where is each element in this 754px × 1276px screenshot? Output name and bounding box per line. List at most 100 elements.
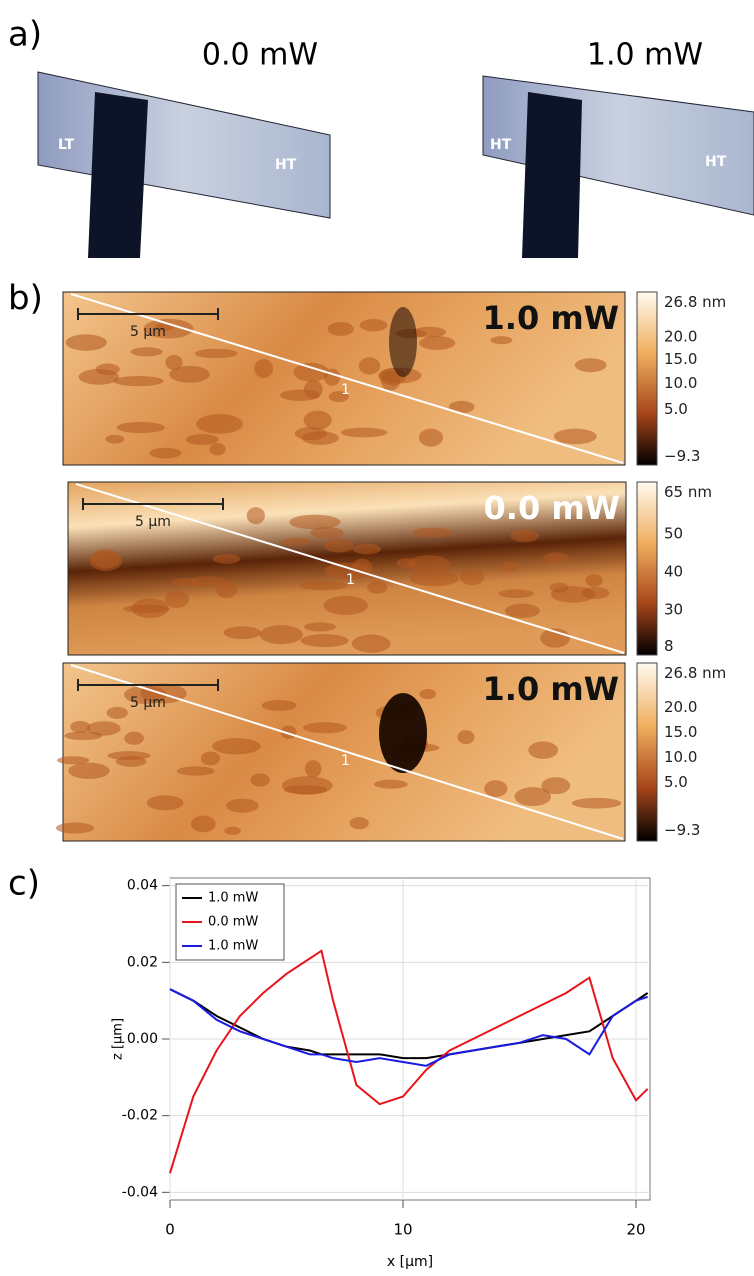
domain [510, 529, 539, 543]
y-tick-label: -0.04 [122, 1184, 158, 1200]
domain [164, 591, 190, 608]
domain [106, 706, 128, 719]
domain [407, 555, 451, 573]
domain [380, 370, 401, 391]
colorbar-label: 15.0 [664, 723, 697, 741]
domain [130, 347, 163, 357]
domain [498, 589, 534, 599]
colorbar-label: 5.0 [664, 400, 688, 418]
colorbar-label: −9.3 [664, 447, 700, 465]
y-axis-label: z [µm] [111, 1018, 126, 1060]
series-line [169, 988, 648, 1067]
x-tick-label: 10 [393, 1221, 412, 1239]
domain [324, 562, 373, 580]
domain [212, 738, 261, 755]
domain [124, 731, 144, 745]
domain [367, 581, 388, 594]
domain [259, 625, 303, 645]
y-tick-label: 0.00 [127, 1031, 158, 1047]
colorbar-label: 40 [664, 562, 683, 580]
domain [91, 548, 120, 569]
domain [149, 447, 182, 459]
region-label: HT [705, 154, 727, 170]
x-axis-label: x [µm] [387, 1254, 433, 1270]
domain [55, 822, 95, 834]
domain [484, 780, 508, 798]
line-label: 1 [341, 753, 350, 769]
domain [553, 428, 597, 445]
x-tick-label: 0 [165, 1221, 175, 1239]
colorbar-label: 10.0 [664, 374, 697, 392]
profile-line [70, 293, 624, 464]
legend-label: 1.0 mW [208, 891, 258, 906]
domain [95, 363, 120, 376]
domain [68, 762, 110, 779]
domain [105, 434, 125, 444]
domain [418, 428, 444, 447]
power-label: 1.0 mW [587, 38, 703, 73]
domain [328, 391, 349, 403]
legend-label: 0.0 mW [208, 915, 258, 930]
domain [107, 751, 151, 760]
domain [459, 569, 485, 586]
optical-image [37, 71, 331, 219]
domain [224, 826, 241, 835]
domain [56, 756, 90, 765]
domain [190, 576, 227, 587]
region-label: HT [490, 137, 512, 153]
colorbar [636, 481, 658, 656]
domain [585, 574, 603, 587]
series-line [169, 949, 649, 1174]
colorbar-label: 30 [664, 601, 683, 619]
domain [304, 622, 336, 632]
domain [581, 587, 610, 600]
power-label: 1.0 mW [483, 299, 619, 337]
power-label: 1.0 mW [483, 670, 619, 708]
domain [571, 797, 622, 809]
domain [419, 688, 437, 700]
legend-label: 1.0 mW [208, 939, 258, 954]
domain [86, 721, 121, 736]
domain [300, 634, 349, 648]
domain [293, 362, 329, 382]
domain [574, 358, 607, 373]
colorbar-label: 26.8 nm [664, 293, 726, 311]
x-tick-label: 20 [626, 1221, 645, 1239]
domain [124, 685, 167, 704]
domain [176, 766, 215, 776]
domain [541, 777, 571, 795]
panel-label: a) [8, 15, 42, 55]
domain [113, 375, 164, 387]
colorbar-label: 65 nm [664, 483, 712, 501]
domain [349, 817, 369, 830]
panel-a: a) 0.0 mW 1.0 mW LT HT HT HT [8, 15, 754, 258]
domain [374, 779, 408, 789]
domain [283, 785, 328, 795]
domain [323, 538, 355, 553]
y-tick-label: 0.02 [127, 954, 158, 970]
dark-spot [389, 307, 417, 377]
colorbar [636, 662, 658, 842]
domain [490, 336, 513, 345]
scale-bar-label: 5 µm [130, 695, 166, 711]
colorbar-label: 10.0 [664, 748, 697, 766]
domain [226, 798, 259, 813]
domain [500, 561, 520, 573]
power-label: 0.0 mW [484, 489, 620, 527]
colorbar-label: 15.0 [664, 350, 697, 368]
domain [303, 410, 332, 430]
optical-image [482, 75, 754, 216]
domain [457, 730, 475, 745]
domain [448, 400, 475, 414]
electrode [522, 92, 582, 258]
domain [327, 321, 354, 336]
domain [65, 334, 107, 351]
power-label: 0.0 mW [202, 38, 318, 73]
domain [310, 526, 344, 539]
scale-bar-label: 5 µm [135, 514, 171, 530]
domain [528, 741, 559, 759]
profile-line [75, 483, 625, 654]
domain [212, 553, 241, 564]
line-label: 1 [341, 382, 350, 398]
